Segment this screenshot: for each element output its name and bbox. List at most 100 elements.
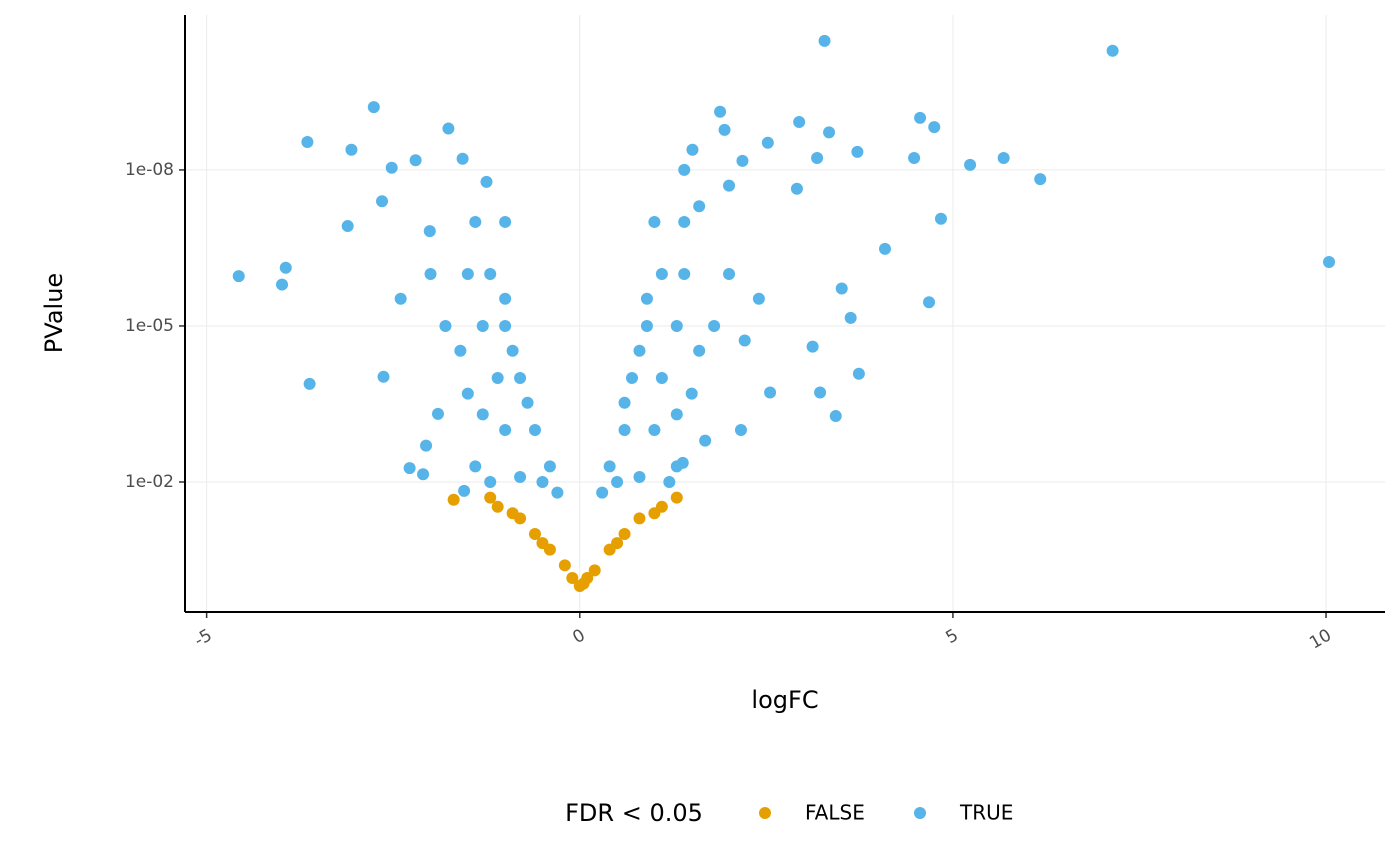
point bbox=[484, 267, 497, 280]
point bbox=[279, 261, 292, 274]
point bbox=[499, 319, 512, 332]
point bbox=[764, 386, 777, 399]
point bbox=[581, 571, 594, 584]
point bbox=[714, 105, 727, 118]
point bbox=[480, 175, 493, 188]
legend-label: TRUE bbox=[959, 801, 1013, 825]
point bbox=[823, 126, 836, 139]
point bbox=[852, 367, 865, 380]
point bbox=[529, 423, 541, 436]
point bbox=[558, 559, 571, 572]
point bbox=[566, 571, 579, 584]
legend-label: FALSE bbox=[805, 801, 865, 825]
point bbox=[655, 500, 668, 513]
point bbox=[431, 407, 444, 420]
point bbox=[685, 387, 698, 400]
point bbox=[648, 423, 661, 436]
point bbox=[1106, 44, 1119, 57]
x-tick-label: 0 bbox=[569, 625, 588, 648]
point bbox=[633, 512, 646, 525]
point bbox=[923, 296, 936, 309]
point bbox=[506, 344, 519, 357]
point bbox=[423, 225, 436, 238]
point bbox=[626, 371, 639, 384]
point bbox=[417, 468, 430, 481]
point bbox=[341, 220, 354, 233]
point bbox=[529, 528, 541, 541]
point bbox=[670, 491, 683, 504]
point bbox=[811, 152, 824, 165]
point bbox=[633, 344, 646, 357]
point bbox=[618, 396, 631, 409]
point bbox=[376, 195, 389, 208]
point bbox=[442, 122, 455, 135]
point bbox=[514, 512, 527, 525]
point bbox=[670, 460, 683, 473]
point bbox=[818, 34, 831, 47]
point bbox=[678, 215, 691, 228]
point bbox=[678, 267, 691, 280]
point bbox=[469, 460, 482, 473]
point bbox=[997, 152, 1010, 165]
point bbox=[420, 439, 433, 452]
point bbox=[844, 311, 857, 324]
point bbox=[686, 143, 699, 156]
point bbox=[303, 377, 316, 390]
point bbox=[499, 423, 512, 436]
x-tick-label: -5 bbox=[191, 625, 216, 651]
point bbox=[618, 528, 631, 541]
point bbox=[648, 215, 661, 228]
point bbox=[454, 344, 467, 357]
point bbox=[232, 270, 245, 283]
x-tick-label: 10 bbox=[1306, 625, 1335, 653]
point bbox=[377, 370, 390, 383]
point bbox=[424, 267, 437, 280]
x-tick-label: 5 bbox=[943, 625, 962, 648]
point bbox=[670, 408, 683, 421]
legend-marker bbox=[759, 807, 771, 819]
point bbox=[461, 267, 474, 280]
point bbox=[484, 491, 497, 504]
point bbox=[514, 470, 527, 483]
point bbox=[734, 423, 747, 436]
point bbox=[514, 371, 527, 384]
point bbox=[611, 475, 624, 488]
point bbox=[456, 152, 469, 165]
point bbox=[928, 121, 941, 134]
point bbox=[914, 111, 927, 124]
point bbox=[934, 212, 947, 225]
y-axis-title: PValue bbox=[40, 273, 68, 353]
point bbox=[1034, 173, 1047, 186]
point bbox=[1323, 256, 1336, 269]
point bbox=[603, 460, 616, 473]
point bbox=[693, 200, 706, 213]
point bbox=[536, 475, 549, 488]
point bbox=[793, 116, 806, 129]
point bbox=[640, 292, 653, 305]
point bbox=[835, 282, 848, 295]
point bbox=[476, 408, 489, 421]
point bbox=[718, 123, 731, 136]
point bbox=[447, 493, 460, 506]
point bbox=[699, 434, 712, 447]
y-tick-label: 1e-02 bbox=[125, 472, 174, 492]
point bbox=[499, 215, 512, 228]
point bbox=[670, 319, 683, 332]
point bbox=[409, 154, 422, 167]
point bbox=[491, 500, 504, 513]
point bbox=[276, 278, 289, 291]
point bbox=[708, 319, 721, 332]
point bbox=[618, 423, 631, 436]
point bbox=[633, 470, 646, 483]
point bbox=[543, 543, 556, 556]
point bbox=[521, 396, 534, 409]
point bbox=[663, 475, 676, 488]
y-tick-label: 1e-05 bbox=[125, 316, 174, 336]
point bbox=[345, 143, 358, 156]
point bbox=[655, 371, 668, 384]
point bbox=[693, 344, 706, 357]
point bbox=[543, 460, 556, 473]
point bbox=[301, 135, 314, 148]
point bbox=[588, 564, 601, 577]
